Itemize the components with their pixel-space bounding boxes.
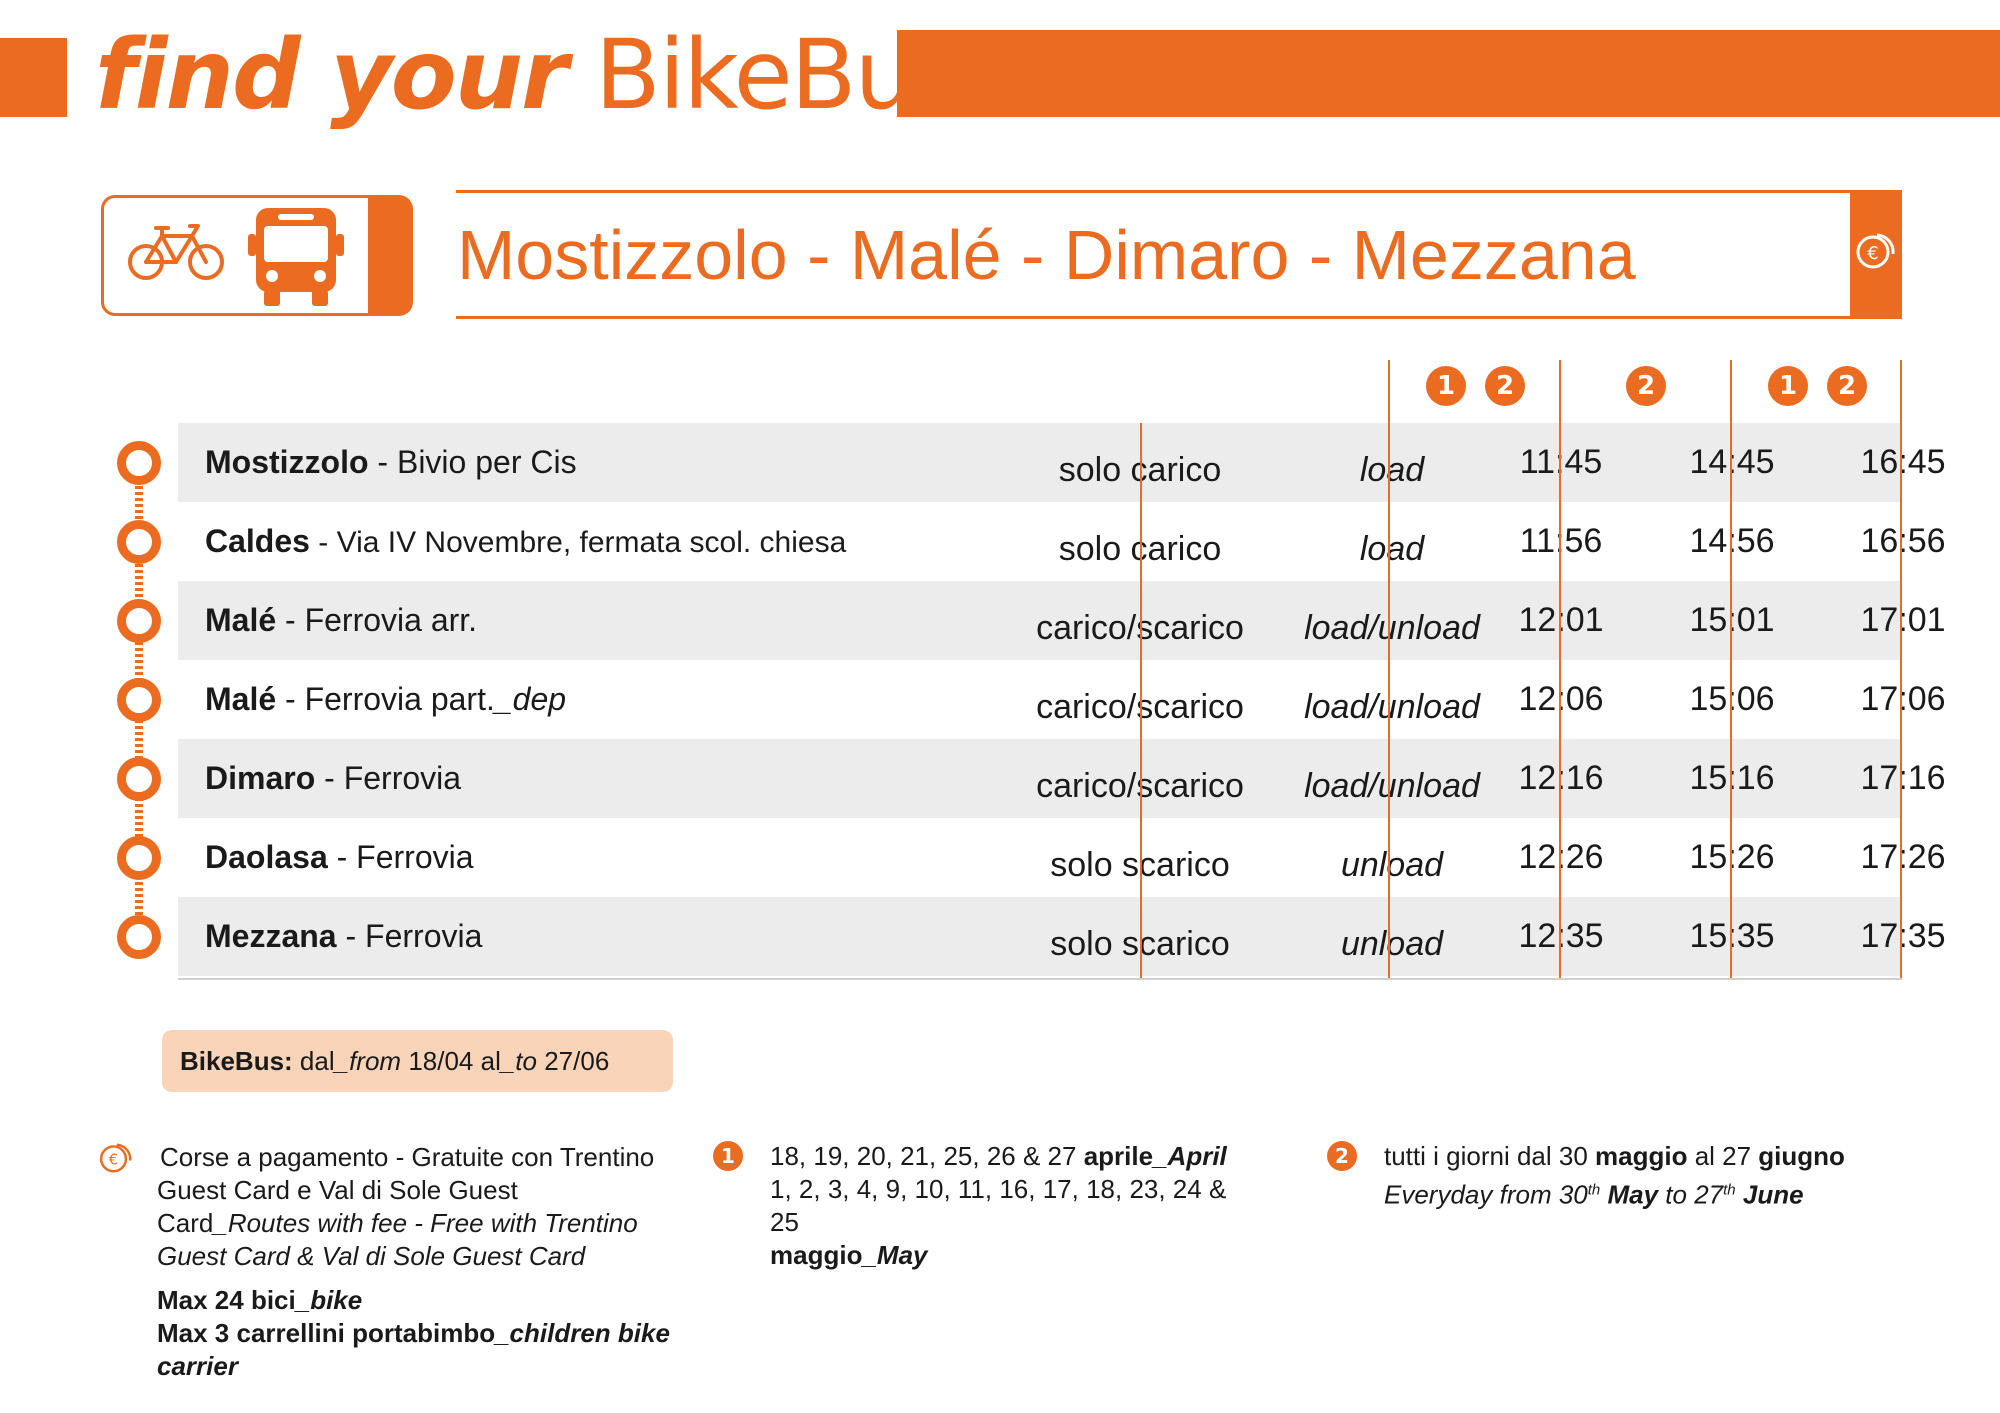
- table-row: Malé - Ferrovia arr. carico/scarico load…: [178, 581, 1946, 660]
- departure-time: 14:56: [1689, 522, 1775, 560]
- column-marker-2: 2: [1485, 366, 1525, 406]
- euro-coins-icon: €: [1856, 233, 1895, 269]
- table-row: Caldes - Via IV Novembre, fermata scol. …: [178, 502, 1946, 581]
- table-row: Malé - Ferrovia part._dep carico/scarico…: [178, 660, 1946, 739]
- departure-time: 15:35: [1689, 917, 1775, 955]
- column-marker-2: 2: [1827, 366, 1867, 406]
- departure-time: 17:01: [1860, 601, 1946, 639]
- column-divider: [1730, 360, 1732, 979]
- route-title: Mostizzolo - Malé - Dimaro - Mezzana: [457, 216, 1636, 294]
- column-divider: [1900, 360, 1902, 979]
- departure-time: 15:26: [1689, 838, 1775, 876]
- departure-time: 12:16: [1518, 759, 1604, 797]
- service-en: unload: [1340, 925, 1444, 963]
- stop-name: Malé - Ferrovia part._dep: [205, 681, 567, 717]
- title-bold: find your: [95, 19, 568, 131]
- departure-time: 16:56: [1860, 522, 1946, 560]
- stop-name: Malé - Ferrovia arr.: [205, 602, 478, 638]
- mode-icon-box-accent: [368, 195, 413, 316]
- route-title-rule-bottom: [456, 316, 1852, 319]
- table-row: Mezzana - Ferrovia solo scarico unload 1…: [178, 897, 1946, 976]
- column-marker-1: 1: [1426, 366, 1466, 406]
- departure-time: 11:56: [1519, 522, 1603, 560]
- fee-note: Corse a pagamento - Gratuite con Trentin…: [157, 1142, 655, 1271]
- departure-time: 14:45: [1689, 443, 1775, 481]
- stop-marker: [117, 678, 161, 722]
- departure-time: 16:45: [1860, 443, 1946, 481]
- table-row: Dimaro - Ferrovia carico/scarico load/un…: [178, 739, 1946, 818]
- marker-1-note: 18, 19, 20, 21, 25, 26 & 27 aprile_April…: [770, 1141, 1227, 1270]
- table-row: Mostizzolo - Bivio per Cis solo carico l…: [178, 423, 1946, 502]
- stop-marker: [117, 520, 161, 564]
- marker-1-legend: 1: [713, 1141, 743, 1171]
- departure-time: 17:16: [1860, 759, 1946, 797]
- service-en: load/unload: [1304, 609, 1480, 647]
- header-accent-block: [0, 38, 67, 117]
- column-divider: [1140, 423, 1142, 979]
- departure-time: 15:06: [1689, 680, 1775, 718]
- header-accent-bar: [897, 30, 2000, 117]
- route-title-rule-top: [456, 190, 1852, 193]
- service-en: load/unload: [1304, 688, 1480, 726]
- timetable: Mostizzolo - Bivio per Cis solo carico l…: [178, 360, 1946, 979]
- departure-time: 12:06: [1518, 680, 1604, 718]
- stop-marker: [117, 757, 161, 801]
- service-en: load: [1359, 530, 1425, 568]
- service-en: unload: [1340, 846, 1444, 884]
- departure-time: 15:16: [1689, 759, 1775, 797]
- page-title: find your BikeBus: [95, 19, 963, 131]
- stop-name: Mezzana - Ferrovia: [205, 918, 483, 954]
- departure-time: 17:35: [1860, 917, 1946, 955]
- table-row: Daolasa - Ferrovia solo scarico unload 1…: [178, 818, 1946, 897]
- marker-2-legend: 2: [1327, 1141, 1357, 1171]
- stop-marker: [117, 599, 161, 643]
- column-marker-1: 1: [1768, 366, 1808, 406]
- bus-icon: [248, 208, 344, 306]
- svg-text:€: €: [1867, 243, 1878, 264]
- service-en: load: [1359, 451, 1425, 489]
- service-en: load/unload: [1304, 767, 1480, 805]
- marker-2-note: tutti i giorni dal 30 maggio al 27 giugn…: [1384, 1141, 1845, 1210]
- departure-time: 12:26: [1518, 838, 1604, 876]
- capacity-note: Max 24 bici_bike Max 3 carrellini portab…: [157, 1285, 670, 1381]
- stop-name: Caldes - Via IV Novembre, fermata scol. …: [205, 523, 847, 559]
- service-it: solo carico: [1058, 451, 1222, 489]
- table-bottom-rule: [178, 978, 1902, 980]
- euro-coins-icon: €: [99, 1143, 132, 1173]
- stop-marker: [117, 836, 161, 880]
- validity-badge: BikeBus: dal_from 18/04 al_to 27/06: [162, 1030, 673, 1092]
- stop-name: Mostizzolo - Bivio per Cis: [205, 444, 577, 480]
- departure-time: 17:26: [1860, 838, 1946, 876]
- service-it: solo scarico: [1050, 846, 1230, 884]
- departure-time: 12:01: [1518, 601, 1604, 639]
- departure-time: 15:01: [1689, 601, 1775, 639]
- bicycle-icon: [128, 224, 224, 280]
- stop-marker: [117, 441, 161, 485]
- departure-time: 11:45: [1519, 443, 1603, 481]
- departure-time: 12:35: [1518, 917, 1604, 955]
- stop-name: Daolasa - Ferrovia: [205, 839, 474, 875]
- stop-name: Dimaro - Ferrovia: [205, 760, 462, 796]
- column-divider: [1559, 360, 1561, 979]
- svg-text:€: €: [109, 1151, 118, 1169]
- column-divider: [1388, 360, 1390, 979]
- departure-time: 17:06: [1860, 680, 1946, 718]
- stop-marker: [117, 915, 161, 959]
- column-marker-2: 2: [1626, 366, 1666, 406]
- service-it: solo scarico: [1050, 925, 1230, 963]
- service-it: solo carico: [1058, 530, 1222, 568]
